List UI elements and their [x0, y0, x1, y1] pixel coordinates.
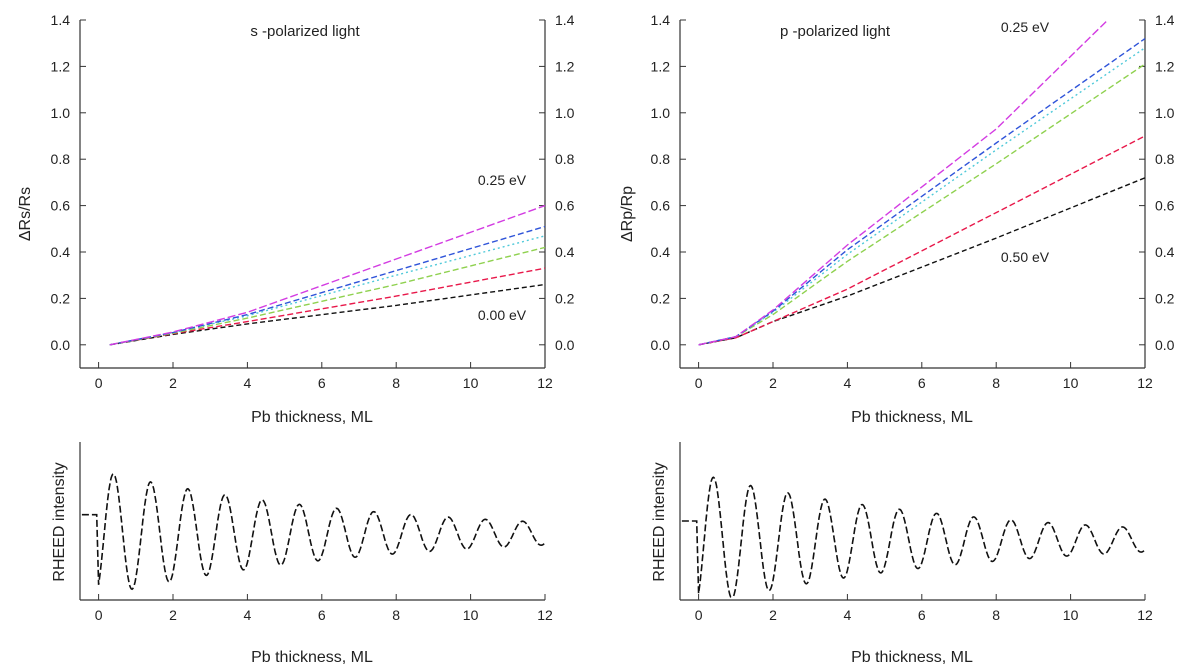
s-xtick-label: 2 [169, 375, 177, 391]
p-ytick-label: 1.2 [651, 58, 671, 74]
p-annotation-bottom: 0.50 eV [1001, 249, 1050, 265]
rheed_s-xtick-label: 12 [537, 607, 553, 623]
rheed_p-xtick-label: 2 [769, 607, 777, 623]
p-xtick-label: 10 [1063, 375, 1079, 391]
s-series-blue [109, 225, 546, 346]
rheed_s-xtick-label: 0 [95, 607, 103, 623]
p-ytick-label-right: 0.6 [1155, 198, 1175, 214]
rheed-left-ylabel: RHEED intensity [51, 462, 68, 581]
s-ytick-label-right: 0.0 [555, 337, 575, 353]
p-ytick-label: 1.0 [651, 105, 671, 121]
p-ytick-label: 0.8 [651, 151, 671, 167]
rheed-right-marks: 0 2 4 6 8 10 12 [681, 476, 1153, 623]
p-marks: 0 2 4 6 8 10 12 0.0 0.0 0.2 0.2 0.4 0.4 0.6 0.6 0.8 0.8 1… [651, 12, 1175, 391]
p-xtick-label: 12 [1137, 375, 1153, 391]
rheed_p-xtick-label: 4 [844, 607, 852, 623]
p-ytick-label-right: 0.0 [1155, 337, 1175, 353]
s-ytick-label-right: 0.2 [555, 290, 575, 306]
panel-p-polarized: 0 2 4 6 8 10 12 0.0 0.0 0.2 0.2 0.4 0.4 0.6 0.6 0.8 0.8 1… [619, 12, 1175, 426]
rheed_p-xtick-label: 12 [1137, 607, 1153, 623]
rheed-left-marks: 0 2 4 6 8 10 12 [81, 473, 553, 623]
p-xtick-label: 6 [918, 375, 926, 391]
s-series-red [109, 267, 546, 346]
p-ytick-label-right: 0.4 [1155, 244, 1175, 260]
panel-rheed-left: 0 2 4 6 8 10 12 Pb thickness, ML RHEED intensi… [51, 442, 553, 666]
p-ytick-label: 0.2 [651, 290, 671, 306]
rheed-right-ylabel: RHEED intensity [651, 462, 668, 581]
rheed_s-xtick-label: 10 [463, 607, 479, 623]
s-ytick-label: 0.4 [51, 244, 71, 260]
s-series-magenta [109, 204, 546, 346]
p-series-blue [698, 38, 1146, 346]
rheed_p-xtick-label: 8 [992, 607, 1000, 623]
s-ytick-label-right: 0.4 [555, 244, 575, 260]
p-ytick-label-right: 0.8 [1155, 151, 1175, 167]
p-series-green [698, 63, 1146, 346]
s-ytick-label: 0.0 [51, 337, 71, 353]
s-ytick-label-right: 1.4 [555, 12, 575, 28]
s-ytick-label: 1.2 [51, 58, 71, 74]
s-xtick-label: 4 [244, 375, 252, 391]
s-annotation-top: 0.25 eV [478, 172, 527, 188]
p-series-magenta [698, 19, 1109, 346]
p-xlabel: Pb thickness, ML [851, 409, 973, 426]
s-ytick-label: 1.0 [51, 105, 71, 121]
s-ytick-label-right: 1.2 [555, 58, 575, 74]
p-xtick-label: 8 [992, 375, 1000, 391]
p-xtick-label: 4 [844, 375, 852, 391]
s-series-cyan [109, 235, 546, 346]
s-xtick-label: 8 [392, 375, 400, 391]
p-annotation-top: 0.25 eV [1001, 19, 1050, 35]
s-ytick-label: 1.4 [51, 12, 71, 28]
p-series-red [698, 135, 1146, 346]
s-xlabel: Pb thickness, ML [251, 409, 373, 426]
s-annotation-bottom: 0.00 eV [478, 307, 527, 323]
rheed_s-trace [81, 473, 546, 591]
p-ytick-label: 0.6 [651, 198, 671, 214]
p-ytick-label-right: 1.4 [1155, 12, 1175, 28]
rheed_p-xtick-label: 6 [918, 607, 926, 623]
rheed_s-xtick-label: 4 [244, 607, 252, 623]
s-ytick-label-right: 0.6 [555, 198, 575, 214]
rheed_s-xtick-label: 2 [169, 607, 177, 623]
s-ytick-label: 0.2 [51, 290, 71, 306]
s-xtick-label: 10 [463, 375, 479, 391]
s-ytick-label-right: 1.0 [555, 105, 575, 121]
s-xtick-label: 12 [537, 375, 553, 391]
rheed-right-xlabel: Pb thickness, ML [851, 649, 973, 666]
p-xtick-label: 0 [695, 375, 703, 391]
p-ytick-label: 1.4 [651, 12, 671, 28]
panel-s-polarized: 0 2 4 6 8 10 12 0.0 0.0 0.2 0.2 0.4 0.4 0.6 0.6 0.8 0.8 1… [17, 12, 575, 426]
p-ytick-label-right: 1.2 [1155, 58, 1175, 74]
s-xtick-label: 0 [95, 375, 103, 391]
s-title: s -polarized light [250, 23, 360, 40]
s-ytick-label-right: 0.8 [555, 151, 575, 167]
rheed_s-xtick-label: 8 [392, 607, 400, 623]
panel-rheed-right: 0 2 4 6 8 10 12 Pb thickness, ML RHEED intensi… [651, 442, 1153, 666]
p-ytick-label: 0.4 [651, 244, 671, 260]
s-series-black [109, 283, 546, 346]
rheed-left-xlabel: Pb thickness, ML [251, 649, 373, 666]
rheed_p-trace [681, 476, 1146, 598]
s-ylabel: ΔRs/Rs [17, 187, 34, 241]
s-xtick-label: 6 [318, 375, 326, 391]
rheed_p-xtick-label: 10 [1063, 607, 1079, 623]
p-xtick-label: 2 [769, 375, 777, 391]
s-ytick-label: 0.6 [51, 198, 71, 214]
rheed_p-xtick-label: 0 [695, 607, 703, 623]
s-series-green [109, 246, 546, 346]
s-marks: 0 2 4 6 8 10 12 0.0 0.0 0.2 0.2 0.4 0.4 0.6 0.6 0.8 0.8 1… [51, 12, 575, 391]
p-ytick-label: 0.0 [651, 337, 671, 353]
p-ytick-label-right: 1.0 [1155, 105, 1175, 121]
p-ylabel: ΔRp/Rp [619, 186, 636, 242]
rheed_s-xtick-label: 6 [318, 607, 326, 623]
p-ytick-label-right: 0.2 [1155, 290, 1175, 306]
s-ytick-label: 0.8 [51, 151, 71, 167]
p-title: p -polarized light [780, 23, 891, 40]
